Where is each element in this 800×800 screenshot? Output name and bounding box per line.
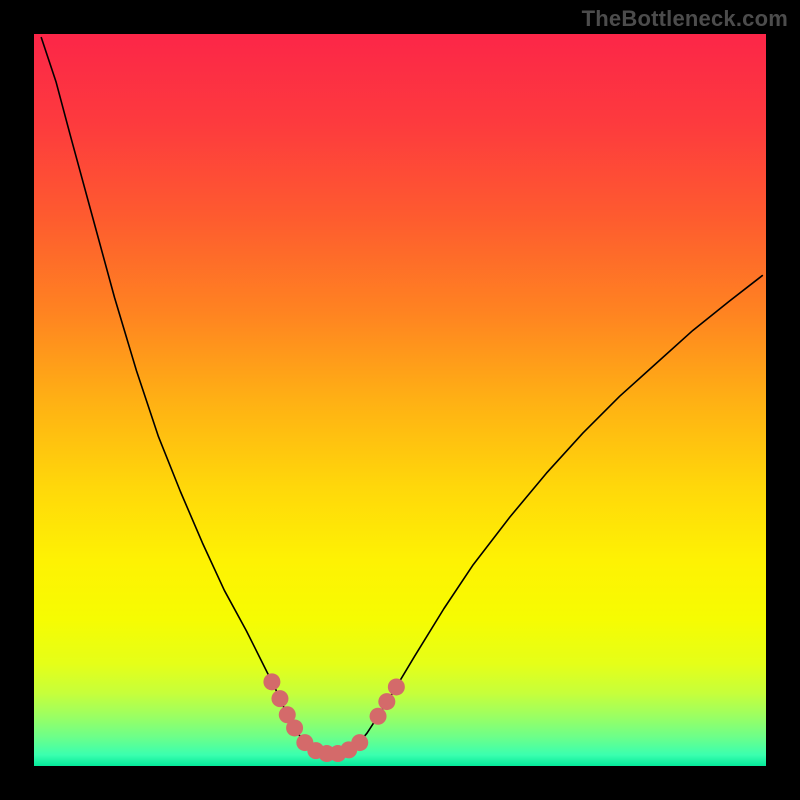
curve-marker [351, 734, 368, 751]
curve-marker [378, 693, 395, 710]
curve-marker [263, 673, 280, 690]
watermark-text: TheBottleneck.com [582, 6, 788, 32]
chart-svg [34, 34, 766, 766]
plot-area [34, 34, 766, 766]
plot-background [34, 34, 766, 766]
curve-marker [388, 678, 405, 695]
curve-marker [286, 719, 303, 736]
canvas: TheBottleneck.com [0, 0, 800, 800]
curve-marker [370, 708, 387, 725]
curve-marker [271, 690, 288, 707]
